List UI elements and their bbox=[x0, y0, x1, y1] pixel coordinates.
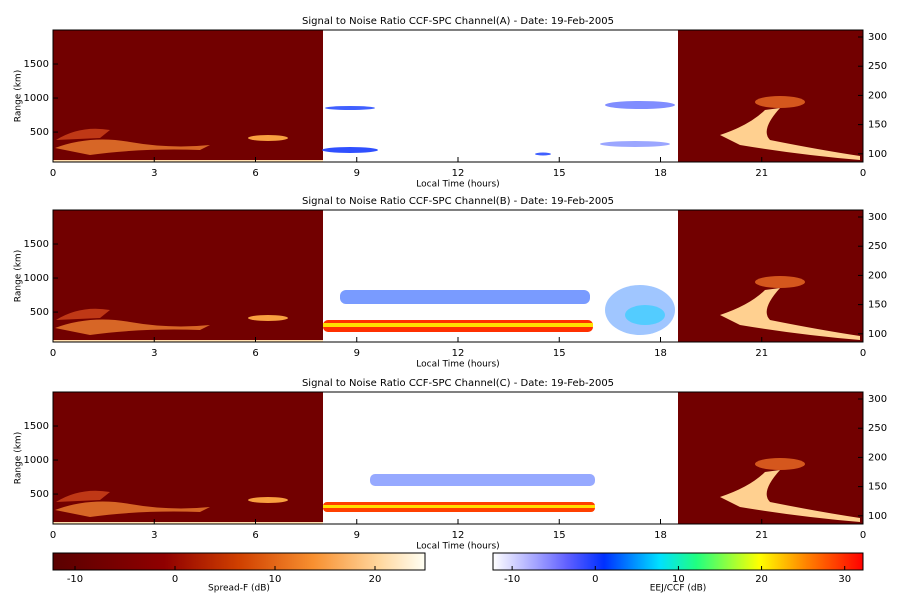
colorbar-tick-label: -10 bbox=[67, 574, 83, 585]
x-tick-label: 3 bbox=[151, 348, 157, 359]
panel-c-image bbox=[53, 392, 863, 524]
y-axis-label: Range (km) bbox=[14, 70, 24, 122]
x-tick-label: 3 bbox=[151, 530, 157, 541]
panel-b-image bbox=[53, 210, 863, 342]
y2-tick-label: 200 bbox=[868, 90, 887, 101]
y-tick-label: 1000 bbox=[24, 273, 49, 284]
panel-a-image bbox=[53, 30, 863, 162]
x-tick-label: 0 bbox=[50, 348, 56, 359]
y2-tick-label: 150 bbox=[868, 300, 887, 311]
colorbar-tick-label: 10 bbox=[672, 574, 685, 585]
x-tick-label: 15 bbox=[553, 168, 566, 179]
y-axis-label: Range (km) bbox=[14, 432, 24, 484]
y2-tick-label: 150 bbox=[868, 482, 887, 493]
x-tick-label: 18 bbox=[654, 168, 667, 179]
y2-tick-label: 100 bbox=[868, 511, 887, 522]
colorbar-tick-label: -10 bbox=[504, 574, 520, 585]
colorbar-tick-label: 20 bbox=[755, 574, 768, 585]
y-tick-label: 1000 bbox=[24, 455, 49, 466]
x-tick-label: 6 bbox=[252, 168, 258, 179]
y2-tick-label: 100 bbox=[868, 149, 887, 160]
y-axis-label: Range (km) bbox=[14, 250, 24, 302]
y-tick-label: 500 bbox=[30, 127, 49, 138]
x-tick-label: 21 bbox=[755, 168, 768, 179]
x-tick-label: 0 bbox=[50, 168, 56, 179]
y2-tick-label: 100 bbox=[868, 329, 887, 340]
colorbar-tick-label: 10 bbox=[269, 574, 282, 585]
x-tick-label: 21 bbox=[755, 530, 768, 541]
x-axis-label: Local Time (hours) bbox=[416, 180, 499, 190]
colorbar-tick-label: 0 bbox=[592, 574, 598, 585]
colorbar-tick-label: 0 bbox=[172, 574, 178, 585]
x-tick-label: 15 bbox=[553, 348, 566, 359]
colorbar-label: Spread-F (dB) bbox=[208, 584, 270, 594]
y2-tick-label: 250 bbox=[868, 61, 887, 72]
x-tick-label: 0 bbox=[860, 348, 866, 359]
y2-tick-label: 250 bbox=[868, 423, 887, 434]
x-tick-label: 9 bbox=[354, 530, 360, 541]
x-tick-label: 12 bbox=[452, 168, 465, 179]
x-tick-label: 0 bbox=[860, 168, 866, 179]
y2-tick-label: 200 bbox=[868, 452, 887, 463]
y2-tick-label: 300 bbox=[868, 212, 887, 223]
x-tick-label: 6 bbox=[252, 530, 258, 541]
x-tick-label: 9 bbox=[354, 168, 360, 179]
x-axis-label: Local Time (hours) bbox=[416, 360, 499, 370]
x-tick-label: 0 bbox=[50, 530, 56, 541]
y2-tick-label: 300 bbox=[868, 32, 887, 43]
y2-tick-label: 200 bbox=[868, 270, 887, 281]
panel-title: Signal to Noise Ratio CCF-SPC Channel(A)… bbox=[302, 16, 614, 27]
x-tick-label: 12 bbox=[452, 530, 465, 541]
x-tick-label: 12 bbox=[452, 348, 465, 359]
x-tick-label: 18 bbox=[654, 348, 667, 359]
x-tick-label: 9 bbox=[354, 348, 360, 359]
y-tick-label: 1500 bbox=[24, 421, 49, 432]
panel-title: Signal to Noise Ratio CCF-SPC Channel(C)… bbox=[302, 378, 614, 389]
x-tick-label: 0 bbox=[860, 530, 866, 541]
y2-tick-label: 300 bbox=[868, 394, 887, 405]
colorbar-label: EEJ/CCF (dB) bbox=[650, 584, 707, 594]
colorbar bbox=[52, 552, 426, 571]
panel-title: Signal to Noise Ratio CCF-SPC Channel(B)… bbox=[302, 196, 614, 207]
x-tick-label: 15 bbox=[553, 530, 566, 541]
y2-tick-label: 250 bbox=[868, 241, 887, 252]
y-tick-label: 500 bbox=[30, 307, 49, 318]
x-tick-label: 3 bbox=[151, 168, 157, 179]
colorbar-tick-label: 30 bbox=[838, 574, 851, 585]
colorbar-tick-label: 20 bbox=[369, 574, 382, 585]
x-tick-label: 6 bbox=[252, 348, 258, 359]
x-axis-label: Local Time (hours) bbox=[416, 542, 499, 552]
x-tick-label: 21 bbox=[755, 348, 768, 359]
y2-tick-label: 150 bbox=[868, 120, 887, 131]
x-tick-label: 18 bbox=[654, 530, 667, 541]
spread-f-image bbox=[53, 30, 863, 162]
y-tick-label: 500 bbox=[30, 489, 49, 500]
y-tick-label: 1500 bbox=[24, 59, 49, 70]
y-tick-label: 1500 bbox=[24, 239, 49, 250]
y-tick-label: 1000 bbox=[24, 93, 49, 104]
